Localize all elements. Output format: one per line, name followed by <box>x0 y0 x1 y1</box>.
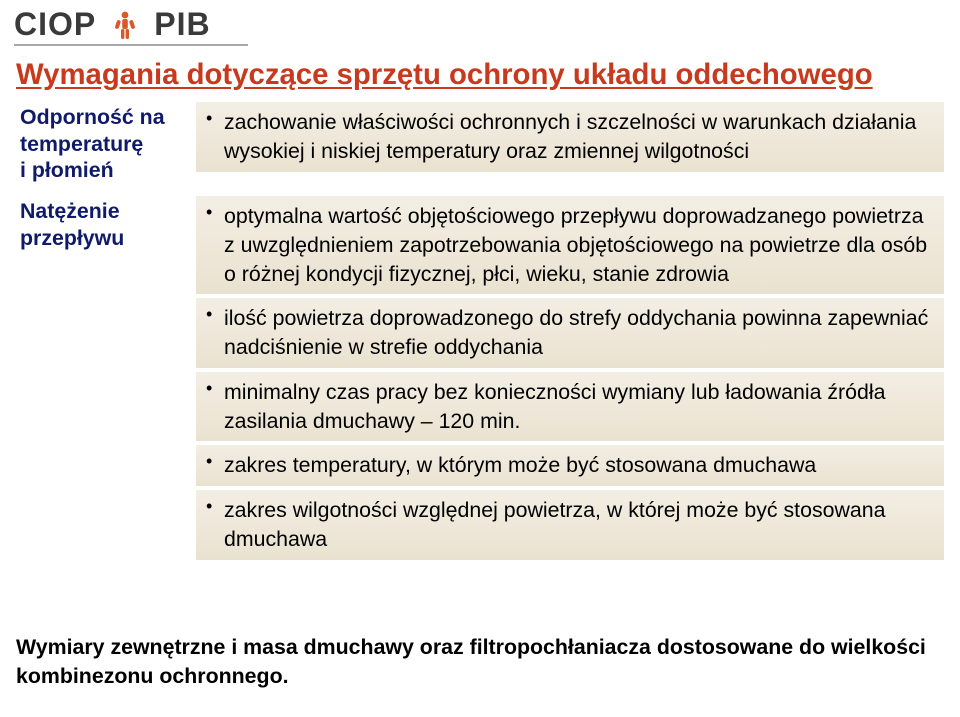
row-label-line: Odporność na <box>20 105 165 129</box>
row-label-line: Natężenie <box>20 199 120 223</box>
logo-left-text: CIOP <box>14 6 96 43</box>
logo-divider <box>14 44 248 46</box>
row-label-temperature: Odporność na temperaturę i płomień <box>16 102 196 186</box>
list-item: zakres temperatury, w którym może być st… <box>196 445 944 486</box>
logo: CIOP PIB <box>14 6 211 43</box>
row-label-flow: Natężenie przepływu <box>16 196 196 253</box>
list-item: zakres wilgotności względnej powietrza, … <box>196 490 944 560</box>
row-temperature: Odporność na temperaturę i płomień zacho… <box>16 102 944 186</box>
logo-right-text: PIB <box>154 6 210 43</box>
footer-note: Wymiary zewnętrzne i masa dmuchawy oraz … <box>16 633 944 691</box>
row-label-line: temperaturę <box>20 132 143 156</box>
slide-title: Wymagania dotyczące sprzętu ochrony ukła… <box>16 58 944 92</box>
list-item: minimalny czas pracy bez konieczności wy… <box>196 372 944 442</box>
row-label-line: przepływu <box>20 226 124 250</box>
row-body-temperature: zachowanie właściwości ochronnych i szcz… <box>196 102 944 176</box>
content-area: Odporność na temperaturę i płomień zacho… <box>16 102 944 574</box>
list-item: zachowanie właściwości ochronnych i szcz… <box>196 102 944 172</box>
logo-figure-icon <box>110 10 140 40</box>
row-flow: Natężenie przepływu optymalna wartość ob… <box>16 196 944 564</box>
list-item: optymalna wartość objętościowego przepły… <box>196 196 944 294</box>
list-item: ilość powietrza doprowadzonego do strefy… <box>196 298 944 368</box>
row-label-line: i płomień <box>20 158 114 182</box>
row-body-flow: optymalna wartość objętościowego przepły… <box>196 196 944 564</box>
slide: CIOP PIB Wymagania dotyczące sprzętu och… <box>0 0 960 717</box>
